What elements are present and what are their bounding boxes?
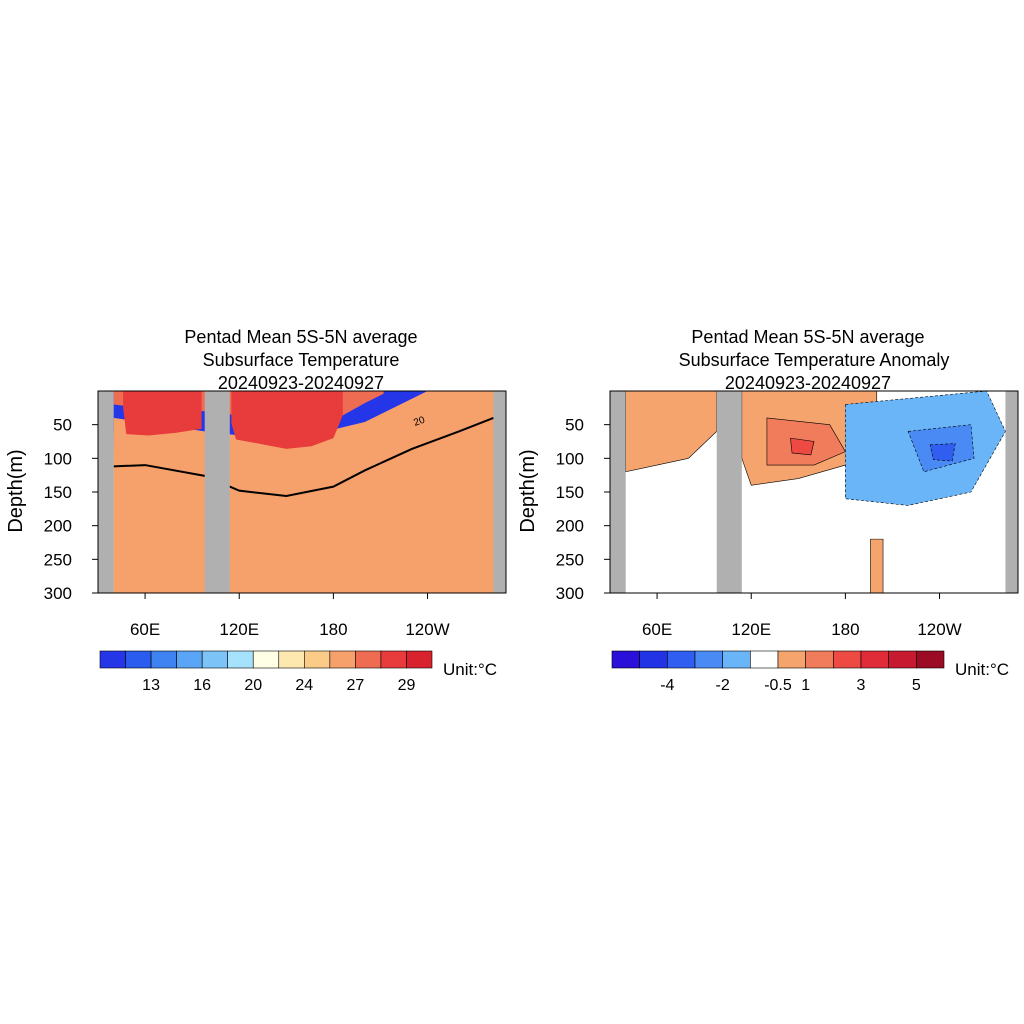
colorbar-label: 5 <box>912 677 921 694</box>
colorbar-swatch <box>639 650 668 669</box>
y-tick-label: 250 <box>556 550 584 569</box>
y-tick-label: 300 <box>44 584 72 603</box>
temperature-plot-area: 20 60E 120E 180 120W 50 100 150 200 250 300 <box>44 390 507 639</box>
cold-anomaly <box>929 443 956 462</box>
colorbar-label: 1 <box>801 677 810 694</box>
x-tick-label: 120E <box>731 620 771 639</box>
colorbar-label: 24 <box>295 677 313 694</box>
colorbar-label: 3 <box>857 677 866 694</box>
colorbar-label: 27 <box>346 677 364 694</box>
y-tick-label: 100 <box>556 449 584 468</box>
colorbar-swatch <box>667 650 696 669</box>
colorbar-swatch <box>355 650 382 669</box>
y-tick-label: 50 <box>565 416 584 435</box>
y-axis-label: Depth(m) <box>517 449 539 532</box>
x-tick-label: 120W <box>917 620 961 639</box>
warm-anomaly <box>870 538 884 594</box>
colorbar-label: -2 <box>716 677 730 694</box>
colorbar-swatch <box>611 650 640 669</box>
colorbar-swatch <box>916 650 945 669</box>
unit-label: Unit:°C <box>955 660 1009 679</box>
chart-title-line-3: 20240923-20240927 <box>218 373 384 393</box>
anomaly-colorbar: -4 -2 -0.5 1 3 5 <box>611 650 945 694</box>
y-tick-label: 100 <box>44 449 72 468</box>
colorbar-swatch <box>99 650 126 669</box>
x-tick-label: 120E <box>219 620 259 639</box>
y-tick-label: 50 <box>53 416 72 435</box>
colorbar-swatch <box>805 650 834 669</box>
anomaly-plot-area: 60E 120E 180 120W 50 100 150 200 250 300 <box>556 390 1019 639</box>
colorbar-swatch <box>227 650 254 669</box>
colorbar-label: 13 <box>142 677 160 694</box>
colorbar-label: -4 <box>660 677 674 694</box>
chart-title-line-1: Pentad Mean 5S-5N average <box>184 327 417 347</box>
chart-title-line-2: Subsurface Temperature Anomaly <box>679 350 950 370</box>
colorbar-label: -0.5 <box>764 677 792 694</box>
x-tick-label: 120W <box>405 620 449 639</box>
colorbar-swatch <box>125 650 152 669</box>
land-mask <box>610 391 626 593</box>
y-tick-label: 300 <box>556 584 584 603</box>
unit-label: Unit:°C <box>443 660 497 679</box>
y-tick-label: 150 <box>44 483 72 502</box>
colorbar-swatch <box>860 650 889 669</box>
colorbar-swatch <box>380 650 407 669</box>
land-mask <box>493 391 506 593</box>
isotherm-20 <box>113 417 494 498</box>
anomaly-chart: Pentad Mean 5S-5N average Subsurface Tem… <box>517 327 1019 694</box>
y-tick-label: 250 <box>44 550 72 569</box>
land-mask <box>1005 391 1018 593</box>
colorbar-swatch <box>694 650 723 669</box>
land-mask <box>98 391 114 593</box>
colorbar-swatch <box>201 650 228 669</box>
colorbar-swatch <box>176 650 203 669</box>
chart-title-line-3: 20240923-20240927 <box>725 373 891 393</box>
colorbar-swatch <box>304 650 331 669</box>
colorbar-swatch <box>833 650 862 669</box>
y-tick-label: 150 <box>556 483 584 502</box>
y-tick-label: 200 <box>44 517 72 536</box>
y-tick-label: 200 <box>556 517 584 536</box>
colorbar-swatch <box>722 650 751 669</box>
warm-pool <box>123 391 202 436</box>
colorbar-label: 16 <box>193 677 211 694</box>
temperature-chart: Pentad Mean 5S-5N average Subsurface Tem… <box>5 327 507 694</box>
colorbar-swatch <box>777 650 806 669</box>
colorbar-swatch <box>252 650 280 669</box>
x-tick-label: 60E <box>642 620 672 639</box>
chart-title-line-2: Subsurface Temperature <box>203 350 400 370</box>
warm-pool <box>231 391 343 449</box>
chart-title-line-1: Pentad Mean 5S-5N average <box>691 327 924 347</box>
colorbar-swatch <box>750 650 779 669</box>
colorbar-swatch <box>406 650 433 669</box>
warm-anomaly <box>790 437 815 456</box>
x-tick-label: 180 <box>831 620 859 639</box>
colorbar-swatch <box>150 650 177 669</box>
colorbar-swatch <box>278 650 305 669</box>
x-tick-label: 180 <box>319 620 347 639</box>
colorbar-swatch <box>329 650 356 669</box>
land-mask <box>204 391 230 593</box>
x-tick-label: 60E <box>130 620 160 639</box>
land-mask <box>716 391 742 593</box>
colorbar-label: 20 <box>244 677 262 694</box>
contour-label: 20 <box>412 415 427 429</box>
temperature-colorbar: 13 16 20 24 27 29 <box>99 650 433 694</box>
colorbar-swatch <box>888 650 917 669</box>
colorbar-label: 29 <box>398 677 416 694</box>
y-axis-label: Depth(m) <box>5 449 27 532</box>
